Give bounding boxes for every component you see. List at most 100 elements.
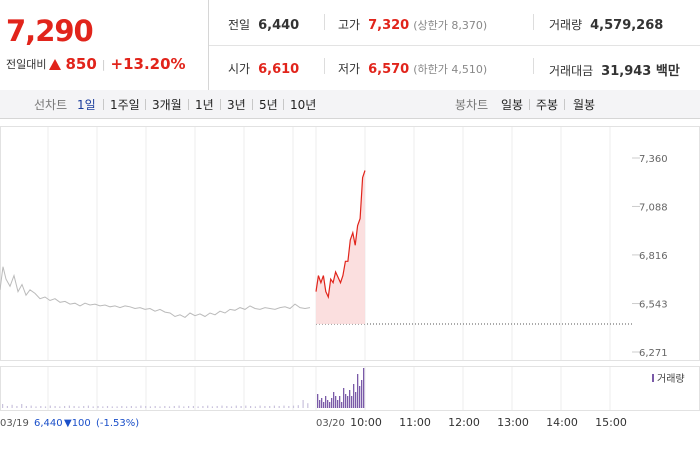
divider [529, 99, 530, 110]
volume-bar [269, 406, 271, 408]
tab-daily[interactable]: 일봉 [501, 98, 524, 112]
volume-bar [202, 406, 204, 408]
volume-bar [126, 406, 128, 408]
divider [324, 14, 325, 30]
candle-chart-label: 봉차트 [455, 98, 489, 112]
amount-value: 31,943 백만 [601, 64, 680, 79]
volume-bar [343, 388, 345, 408]
volume-bar [197, 406, 199, 408]
divider [145, 99, 146, 110]
volume-bar [353, 384, 355, 408]
volume-bar [64, 406, 66, 408]
volume-bar [116, 406, 118, 408]
volume-bar [78, 406, 80, 408]
volume-bar [11, 404, 13, 408]
volume-bar [317, 394, 319, 408]
current-price: 7,290 [6, 14, 94, 48]
volume-bar [297, 405, 299, 408]
volume-bar [25, 406, 27, 408]
quote-header: 7,290 전일대비 850 | +13.20% 전일 6,440 고가 7,320… [0, 0, 700, 91]
tab-1-day[interactable]: 1일 [77, 98, 96, 112]
volume-bar [135, 406, 137, 408]
divider [564, 99, 565, 110]
tab-10-years[interactable]: 10년 [290, 98, 317, 112]
lower-limit: (하한가 4,510) [413, 63, 488, 76]
volume-bar [40, 406, 42, 408]
change-value: 850 [65, 55, 97, 73]
volume-bar [339, 396, 341, 408]
volume-bar [168, 406, 171, 408]
divider: | [101, 57, 106, 71]
volume-bar [292, 405, 295, 408]
volume-bar [288, 406, 290, 408]
upper-limit: (상한가 8,370) [413, 19, 488, 32]
volume-bar [83, 406, 85, 408]
volume-bar [359, 386, 361, 408]
prev-date-label: 03/19 [0, 418, 29, 429]
x-tick-label: 15:00 [595, 416, 627, 429]
volume-bar [337, 400, 339, 408]
prev-day-line [0, 266, 311, 319]
prev-close-footer: 6,440 [34, 418, 63, 429]
x-tick-label: 11:00 [399, 416, 431, 429]
tab-1-week[interactable]: 1주일 [110, 98, 140, 112]
volume-bar [164, 406, 166, 408]
volume-stat: 거래량 4,579,268 [549, 16, 663, 33]
divider [283, 99, 284, 110]
y-tick-label: 6,543 [639, 300, 668, 311]
volume-bar [283, 405, 285, 408]
prev-close-label: 전일 [228, 18, 251, 32]
tab-weekly[interactable]: 주봉 [536, 98, 559, 112]
high-value: 7,320 [368, 18, 410, 33]
volume-bar [363, 368, 365, 408]
today-line [315, 170, 366, 300]
volume-bar [302, 400, 304, 408]
volume-bar [92, 406, 94, 408]
volume-bar [87, 405, 89, 408]
volume-bar [259, 405, 261, 408]
y-tick-label: 6,816 [639, 251, 668, 262]
volume-bar [54, 406, 56, 408]
volume-bar [207, 405, 209, 408]
volume-bar [319, 400, 321, 408]
tab-3-years[interactable]: 3년 [227, 98, 246, 112]
volume-bar [159, 406, 161, 408]
volume-bar [154, 406, 156, 408]
volume-bar [2, 404, 4, 408]
volume-bar [192, 406, 194, 408]
tab-1-year[interactable]: 1년 [195, 98, 214, 112]
volume-bar [327, 400, 329, 408]
prev-close-value: 6,440 [258, 18, 300, 33]
divider [533, 14, 534, 30]
volume-bar [245, 405, 247, 408]
volume-bar [254, 406, 256, 408]
today-area [316, 170, 365, 324]
volume-bar [178, 405, 180, 408]
volume-bar [145, 406, 147, 408]
price-chart: 7,360 7,088 6,816 6,543 6,271 거래량 03/19 6,440 ▼1… [0, 126, 700, 429]
volume-bar [16, 406, 18, 408]
divider [220, 99, 221, 110]
chart-tabs: 선차트 1일 1주일 3개월 1년 3년 5년 10년 봉차트 일봉 주봉 월봉 [0, 90, 700, 119]
tab-3-months[interactable]: 3개월 [152, 98, 182, 112]
volume-bar [321, 398, 323, 408]
volume-bar [59, 406, 61, 408]
up-arrow-icon [49, 58, 62, 70]
tab-monthly[interactable]: 월봉 [573, 98, 596, 112]
volume-bar [211, 406, 213, 408]
volume-bar [347, 396, 349, 408]
volume-bar [21, 404, 23, 408]
change-percent: +13.20% [110, 55, 186, 73]
volume-bar [221, 405, 223, 408]
volume-bar [6, 406, 8, 408]
volume-value: 4,579,268 [590, 18, 664, 33]
volume-bar [329, 402, 331, 408]
price-box: 7,290 전일대비 850 | +13.20% [0, 0, 209, 90]
volume-bar [230, 406, 233, 408]
volume-bar [349, 390, 351, 408]
volume-bar [351, 396, 353, 408]
prev-pct-footer: (-1.53%) [96, 418, 139, 429]
change-label: 전일대비 [6, 58, 47, 71]
divider [103, 99, 104, 110]
tab-5-years[interactable]: 5년 [259, 98, 278, 112]
